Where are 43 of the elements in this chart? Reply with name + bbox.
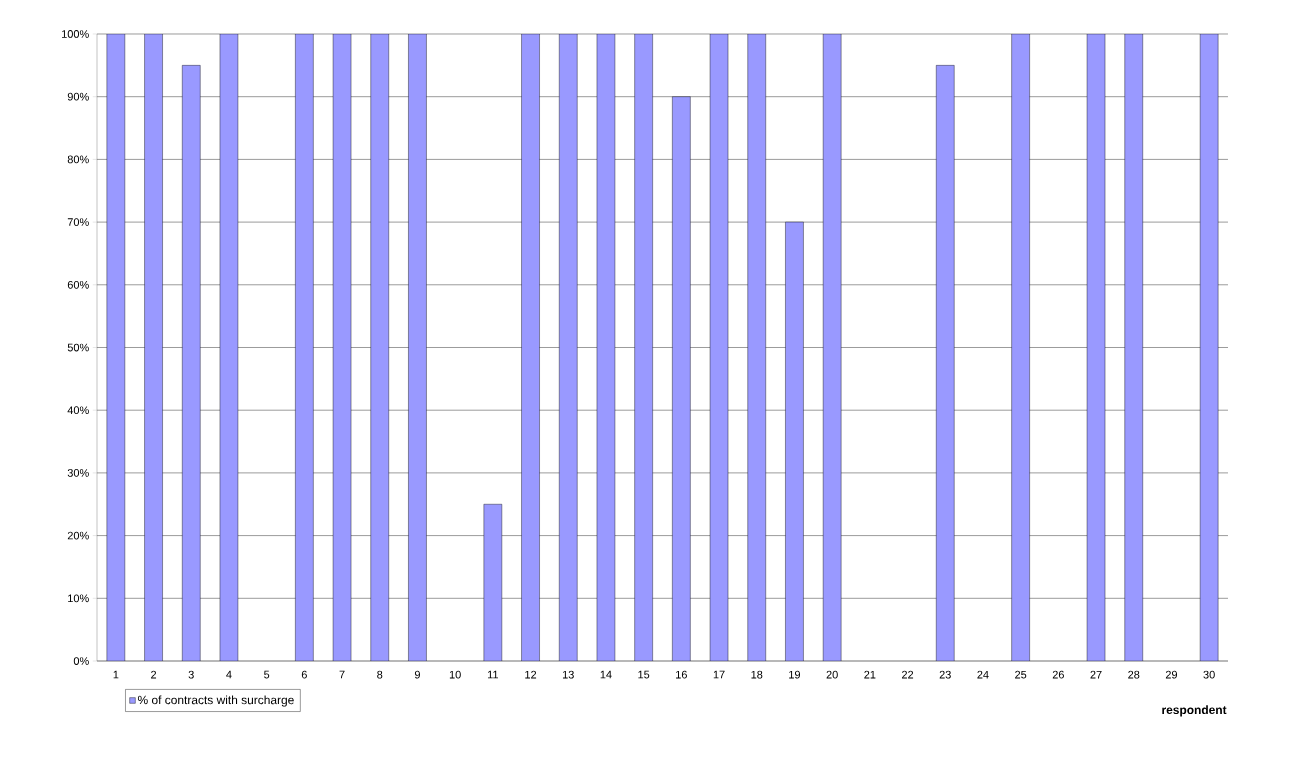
x-tick-label: 26 [1052, 670, 1064, 679]
x-tick-label: 28 [1128, 670, 1140, 679]
x-tick-label: 29 [1165, 670, 1178, 679]
x-tick-label: 7 [339, 670, 345, 679]
x-tick-label: 1 [113, 670, 119, 679]
y-tick-label: 80% [67, 155, 89, 164]
y-tick-label: 90% [67, 92, 89, 101]
x-tick-label: 13 [562, 670, 574, 679]
x-tick-label: 3 [188, 670, 194, 679]
x-tick-label: 9 [414, 670, 420, 679]
y-tick-label: 50% [67, 343, 89, 352]
y-tick-label: 70% [67, 218, 89, 226]
y-tick-label: 60% [67, 280, 89, 289]
y-tick-label: 20% [67, 531, 89, 540]
x-tick-label: 15 [638, 670, 650, 679]
x-tick-label: 25 [1015, 670, 1027, 679]
x-tick-label: 22 [901, 670, 914, 679]
y-tick-label: 30% [67, 469, 89, 477]
x-tick-label: 8 [377, 670, 383, 679]
x-tick-label: 14 [600, 670, 612, 679]
x-tick-label: 23 [939, 670, 951, 679]
x-tick-label: 2 [151, 670, 157, 679]
x-axis-title: respondent [1162, 705, 1227, 717]
y-tick-label: 10% [68, 594, 89, 603]
legend-label: % of contracts with surcharge [137, 695, 294, 707]
x-tick-label: 18 [751, 670, 763, 679]
y-tick-label: 40% [67, 406, 89, 415]
x-tick-label: 17 [713, 670, 725, 679]
x-tick-label: 27 [1090, 670, 1102, 679]
y-tick-label: 0% [73, 657, 89, 665]
x-tick-label: 4 [226, 670, 232, 679]
x-tick-label: 21 [864, 670, 876, 679]
x-tick-label: 16 [676, 670, 687, 679]
x-tick-label: 11 [487, 670, 498, 679]
x-tick-label: 5 [264, 670, 270, 679]
x-tick-label: 6 [301, 670, 307, 679]
x-tick-label: 19 [789, 670, 801, 679]
y-tick-label: 100% [62, 30, 89, 38]
x-tick-label: 10 [449, 670, 461, 679]
x-tick-label: 30 [1203, 670, 1215, 679]
x-tick-label: 12 [525, 670, 537, 679]
x-tick-label: 24 [977, 670, 989, 679]
x-tick-label: 20 [826, 670, 838, 679]
